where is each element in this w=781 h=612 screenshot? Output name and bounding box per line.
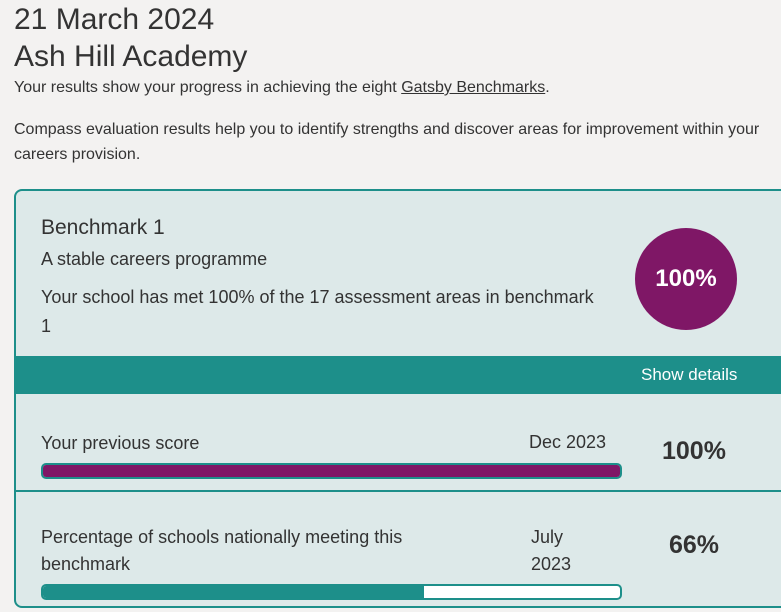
previous-score-bar bbox=[41, 463, 622, 479]
previous-score-percent: 100% bbox=[662, 437, 726, 465]
previous-score-date: Dec 2023 bbox=[529, 432, 607, 452]
benchmark-score: 100% bbox=[655, 265, 717, 292]
national-score-bar bbox=[41, 584, 622, 600]
national-score-bar-fill bbox=[43, 586, 424, 598]
compass-description: Compass evaluation results help you to i… bbox=[14, 121, 760, 163]
benchmark-card: Benchmark 1 A stable careers programme Y… bbox=[14, 189, 781, 608]
evaluation-date: 21 March 2024 bbox=[14, 3, 215, 36]
gatsby-benchmarks-link[interactable]: Gatsby Benchmarks bbox=[401, 79, 546, 96]
national-score-percent: 66% bbox=[669, 531, 720, 559]
intro-text: Your results show your progress in achie… bbox=[14, 77, 774, 98]
details-bar: Show details bbox=[16, 356, 781, 394]
benchmark-subtitle: A stable careers programme bbox=[41, 249, 268, 269]
intro-prefix: Your results show your progress in achie… bbox=[14, 79, 402, 96]
previous-score-bar-fill bbox=[43, 465, 620, 477]
national-score-date: July 2023 bbox=[531, 527, 572, 574]
national-score-label: Percentage of schools nationally meeting… bbox=[41, 527, 403, 574]
show-details-button[interactable]: Show details bbox=[641, 365, 738, 384]
intro-suffix: . bbox=[545, 79, 550, 96]
results-header: 21 March 2024 Ash Hill Academy Your resu… bbox=[14, 0, 774, 167]
previous-score-row: Your previous score Dec 2023 100% bbox=[16, 394, 781, 492]
benchmark-description: Your school has met 100% of the 17 asses… bbox=[41, 287, 594, 336]
national-score-row: Percentage of schools nationally meeting… bbox=[16, 492, 781, 606]
benchmark-title: Benchmark 1 bbox=[41, 216, 165, 239]
benchmark-score-circle: 100% bbox=[635, 228, 737, 330]
previous-score-label: Your previous score bbox=[41, 433, 200, 453]
school-name: Ash Hill Academy bbox=[14, 40, 248, 73]
